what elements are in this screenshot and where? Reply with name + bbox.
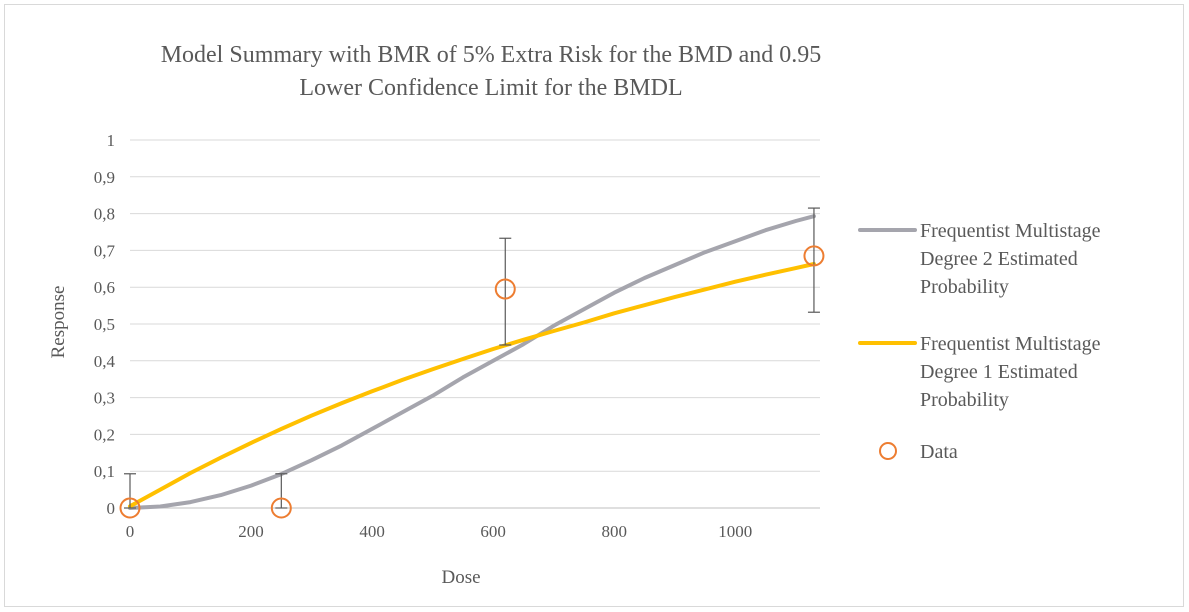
x-tick-label: 1000 bbox=[718, 522, 752, 541]
legend-label: Probability bbox=[920, 389, 1009, 411]
x-axis-ticks: 0 200 400 600 800 1000 bbox=[126, 522, 753, 541]
legend-label: Degree 2 Estimated bbox=[920, 248, 1078, 270]
y-tick-label: 0,5 bbox=[94, 315, 115, 334]
series-line-1 bbox=[128, 214, 816, 510]
chart: Model Summary with BMR of 5% Extra Risk … bbox=[48, 42, 1101, 588]
y-tick-label: 0 bbox=[107, 499, 116, 518]
y-tick-label: 0,7 bbox=[94, 241, 116, 260]
y-tick-label: 1 bbox=[107, 131, 116, 150]
y-tick-label: 0,2 bbox=[94, 425, 115, 444]
legend-swatch-data bbox=[879, 442, 897, 460]
y-tick-label: 0,1 bbox=[94, 462, 115, 481]
series-line-2 bbox=[128, 262, 816, 509]
y-axis-ticks: 0 0,1 0,2 0,3 0,4 0,5 0,6 0,7 0,8 0,9 1 bbox=[94, 131, 116, 518]
chart-title-line-2: Lower Confidence Limit for the BMDL bbox=[299, 75, 682, 101]
legend-label: Degree 1 Estimated bbox=[920, 361, 1078, 383]
plot-series bbox=[119, 207, 825, 519]
x-tick-label: 200 bbox=[238, 522, 264, 541]
y-tick-label: 0,6 bbox=[94, 278, 115, 297]
legend-label: Frequentist Multistage bbox=[920, 333, 1101, 355]
legend-label: Frequentist Multistage bbox=[920, 220, 1101, 242]
gridlines bbox=[130, 139, 820, 509]
chart-title-line-1: Model Summary with BMR of 5% Extra Risk … bbox=[161, 42, 822, 68]
data-point bbox=[119, 497, 141, 519]
chart-frame: Model Summary with BMR of 5% Extra Risk … bbox=[4, 4, 1184, 607]
legend-label: Probability bbox=[920, 276, 1009, 298]
data-point bbox=[803, 245, 825, 267]
data-point bbox=[494, 278, 516, 300]
y-tick-label: 0,8 bbox=[94, 205, 115, 224]
legend: Frequentist Multistage Degree 2 Estimated… bbox=[858, 220, 1101, 463]
y-tick-label: 0,9 bbox=[94, 168, 115, 187]
y-tick-label: 0,4 bbox=[94, 352, 116, 371]
x-tick-label: 0 bbox=[126, 522, 135, 541]
legend-label: Data bbox=[920, 441, 958, 463]
x-tick-label: 600 bbox=[480, 522, 506, 541]
y-axis-label: Response bbox=[48, 286, 69, 359]
x-tick-label: 800 bbox=[601, 522, 627, 541]
chart-title: Model Summary with BMR of 5% Extra Risk … bbox=[161, 42, 822, 101]
y-tick-label: 0,3 bbox=[94, 389, 115, 408]
x-tick-label: 400 bbox=[359, 522, 385, 541]
data-point bbox=[270, 497, 292, 519]
x-axis-label: Dose bbox=[441, 567, 480, 588]
